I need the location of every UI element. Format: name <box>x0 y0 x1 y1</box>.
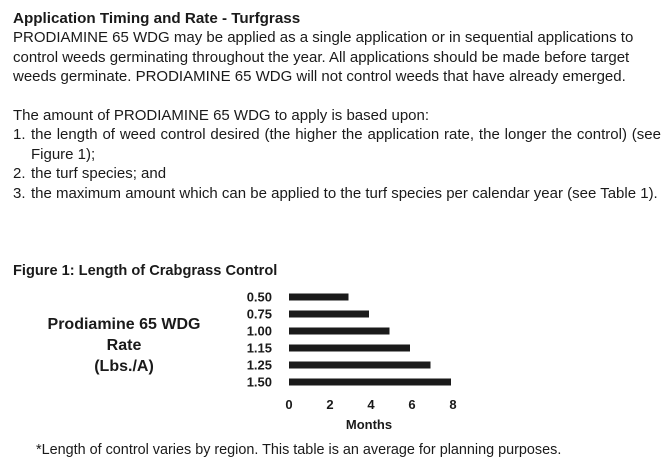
basis-paragraph: The amount of PRODIAMINE 65 WDG to apply… <box>13 106 430 124</box>
category-label: 1.00 <box>247 324 272 339</box>
x-tick-label: 2 <box>326 397 333 412</box>
x-tick-label: 0 <box>285 397 292 412</box>
criteria-text: the length of weed control desired (the … <box>31 126 661 163</box>
document-body: Application Timing and Rate - Turfgrass … <box>13 9 661 203</box>
criteria-list: 1. the length of weed control desired (t… <box>13 125 661 203</box>
x-tick-label: 8 <box>449 397 456 412</box>
x-tick-label: 4 <box>367 397 375 412</box>
bar-rate-1-25 <box>289 361 431 369</box>
bar-rate-0-75 <box>289 310 369 318</box>
intro-paragraph: PRODIAMINE 65 WDG may be applied as a si… <box>13 29 634 85</box>
criteria-item-2: 2. the turf species; and <box>13 164 661 184</box>
category-label: 1.25 <box>247 358 272 373</box>
bars <box>289 293 451 386</box>
category-label: 0.50 <box>247 290 272 305</box>
criteria-number: 1. <box>13 126 26 143</box>
rate-label-line-2: Rate <box>107 337 142 354</box>
criteria-item-1: 1. the length of weed control desired (t… <box>13 125 661 164</box>
bar-rate-0-50 <box>289 293 349 301</box>
x-axis-title: Months <box>346 417 392 432</box>
rate-label-line-1: Prodiamine 65 WDG <box>48 316 201 333</box>
rate-label-line-3: (Lbs./A) <box>94 358 154 375</box>
bar-rate-1-50 <box>289 378 451 386</box>
criteria-text: the turf species; and <box>31 165 167 182</box>
bar-rate-1-00 <box>289 327 390 335</box>
x-tick-label: 6 <box>408 397 415 412</box>
bar-rate-1-15 <box>289 344 410 352</box>
section-heading: Application Timing and Rate - Turfgrass <box>13 10 301 27</box>
criteria-number: 2. <box>13 165 26 182</box>
category-label: 1.50 <box>247 375 272 390</box>
criteria-number: 3. <box>13 184 26 202</box>
x-tick-labels: 0 2 4 6 8 <box>285 397 456 412</box>
footnote: *Length of control varies by region. Thi… <box>36 442 562 458</box>
category-labels: 0.50 0.75 1.00 1.15 1.25 1.50 <box>247 290 272 390</box>
criteria-item-3: 3. the maximum amount which can be appli… <box>13 184 661 204</box>
category-label: 0.75 <box>247 307 272 322</box>
rate-axis-label: Prodiamine 65 WDG Rate (Lbs./A) <box>48 316 201 375</box>
criteria-text: the maximum amount which can be applied … <box>31 184 658 202</box>
category-label: 1.15 <box>247 341 272 356</box>
figure-title: Figure 1: Length of Crabgrass Control <box>13 263 278 279</box>
